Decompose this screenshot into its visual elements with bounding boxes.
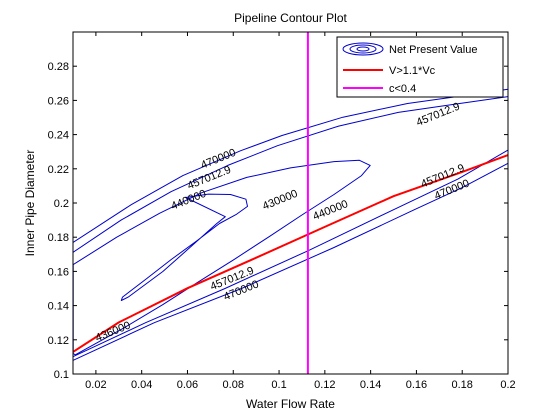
legend-contour-middle [349, 44, 377, 54]
x-tick-label: 0.1 [271, 379, 286, 391]
x-tick-label: 0.18 [451, 379, 472, 391]
legend-contour-icon [342, 42, 384, 56]
y-axis-label: Inner Pipe Diameter [23, 150, 37, 257]
chart-title: Pipeline Contour Plot [234, 11, 347, 25]
y-tick-label: 0.1 [54, 369, 69, 381]
legend-contour-outer [342, 42, 384, 56]
y-tick-label: 0.16 [48, 266, 69, 278]
x-tick-label: 0.12 [314, 379, 335, 391]
legend-label-velocity: V>1.1*Vc [389, 65, 436, 77]
x-tick-label: 0.14 [360, 379, 381, 391]
y-tick-label: 0.2 [54, 198, 69, 210]
y-tick-label: 0.26 [48, 95, 69, 107]
contour-line-457012-9-2 [73, 96, 508, 253]
y-tick-label: 0.24 [48, 130, 69, 142]
x-tick-label: 0.02 [85, 379, 106, 391]
y-tick-label: 0.22 [48, 164, 69, 176]
y-axis-ticks: 0.1 0.12 0.14 0.16 0.18 0.2 0.22 0.24 0.26 0.28 [48, 61, 508, 381]
x-tick-label: 0.04 [131, 379, 152, 391]
x-tick-label: 0.2 [500, 379, 515, 391]
contour-line-470000-4 [73, 88, 508, 243]
constraint-line-v-1-1-vc [73, 154, 508, 353]
legend-contour-inner [356, 46, 370, 52]
x-tick-label: 0.16 [406, 379, 427, 391]
contour-line-470000-5 [73, 162, 508, 361]
x-axis-label: Water Flow Rate [246, 397, 335, 411]
contour-line-440000-1 [73, 159, 371, 356]
legend: Net Present Value V>1.1*Vc c<0.4 [336, 36, 504, 98]
y-tick-label: 0.14 [48, 301, 69, 313]
y-tick-label: 0.12 [48, 335, 69, 347]
legend-label-npv: Net Present Value [389, 44, 477, 56]
x-tick-label: 0.08 [223, 379, 244, 391]
y-tick-label: 0.28 [48, 61, 69, 73]
series-layer [73, 32, 508, 374]
y-tick-label: 0.18 [48, 232, 69, 244]
x-tick-label: 0.06 [177, 379, 198, 391]
legend-label-concentration: c<0.4 [389, 83, 416, 95]
contour-line-430000-0 [120, 193, 248, 301]
x-axis-ticks: 0.02 0.04 0.06 0.08 0.1 0.12 0.14 0.16 0.18 0.2 [85, 32, 516, 391]
